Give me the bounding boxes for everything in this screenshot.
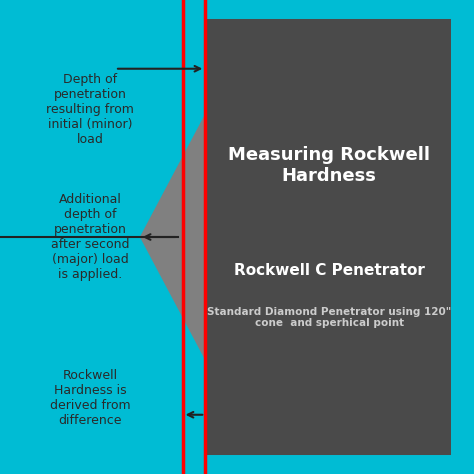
Text: Rockwell C Penetrator: Rockwell C Penetrator [234,263,425,278]
Polygon shape [205,19,451,455]
Text: Depth of
penetration
resulting from
initial (minor)
load: Depth of penetration resulting from init… [46,73,134,146]
Text: Standard Diamond Penetrator using 120"
cone  and sperhical point: Standard Diamond Penetrator using 120" c… [207,307,451,328]
Polygon shape [140,19,451,455]
Text: Rockwell
Hardness is
derived from
difference: Rockwell Hardness is derived from differ… [50,369,130,427]
Text: Additional
depth of
penetration
after second
(major) load
is applied.: Additional depth of penetration after se… [51,193,129,281]
Text: Measuring Rockwell
Hardness: Measuring Rockwell Hardness [228,146,430,185]
